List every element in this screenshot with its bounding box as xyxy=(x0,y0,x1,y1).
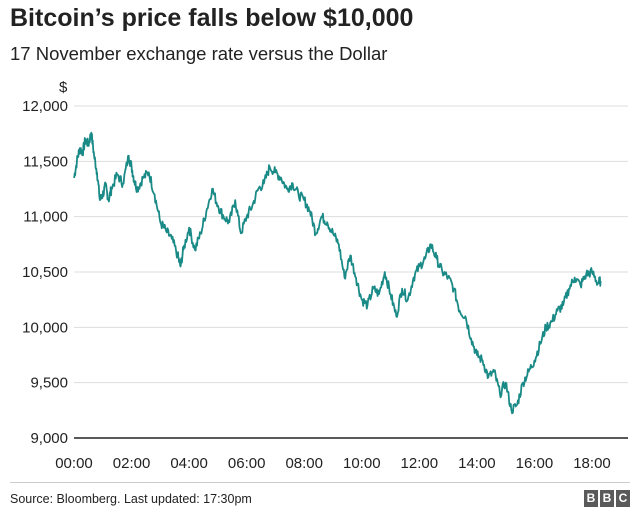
x-tick-label: 12:00 xyxy=(401,455,439,472)
logo-letter-2: B xyxy=(600,490,614,507)
logo-letter-3: C xyxy=(616,490,630,507)
x-tick-label: 18:00 xyxy=(573,455,611,472)
x-tick-label: 04:00 xyxy=(170,455,208,472)
source-note: Source: Bloomberg. Last updated: 17:30pm xyxy=(10,492,252,506)
price-series-line xyxy=(73,131,602,415)
price-chart: 9,000 9,500 10,000 10,500 11,000 11,500 12,000… xyxy=(22,79,628,472)
y-tick-label: 12,000 xyxy=(22,98,68,115)
y-tick-label: 10,000 xyxy=(22,319,68,336)
x-tick-label: 10:00 xyxy=(343,455,381,472)
logo-letter-1: B xyxy=(584,490,598,507)
y-axis-label: $ xyxy=(59,79,68,96)
y-tick-label: 10,500 xyxy=(22,264,68,281)
y-tick-label: 11,000 xyxy=(23,209,68,226)
chart-title: Bitcoin’s price falls below $10,000 xyxy=(10,4,414,32)
y-tick-label: 11,500 xyxy=(23,153,68,170)
x-tick-label: 08:00 xyxy=(285,455,323,472)
chart-subtitle: 17 November exchange rate versus the Dol… xyxy=(10,43,388,64)
x-tick-label: 06:00 xyxy=(228,455,266,472)
x-tick-label: 00:00 xyxy=(55,455,93,472)
x-tick-label: 02:00 xyxy=(113,455,151,472)
bbc-logo: B B C xyxy=(584,490,630,507)
x-tick-label: 16:00 xyxy=(516,455,554,472)
y-tick-label: 9,500 xyxy=(30,375,68,392)
x-tick-label: 14:00 xyxy=(458,455,496,472)
y-tick-label: 9,000 xyxy=(30,430,68,447)
footer-divider xyxy=(10,482,630,483)
